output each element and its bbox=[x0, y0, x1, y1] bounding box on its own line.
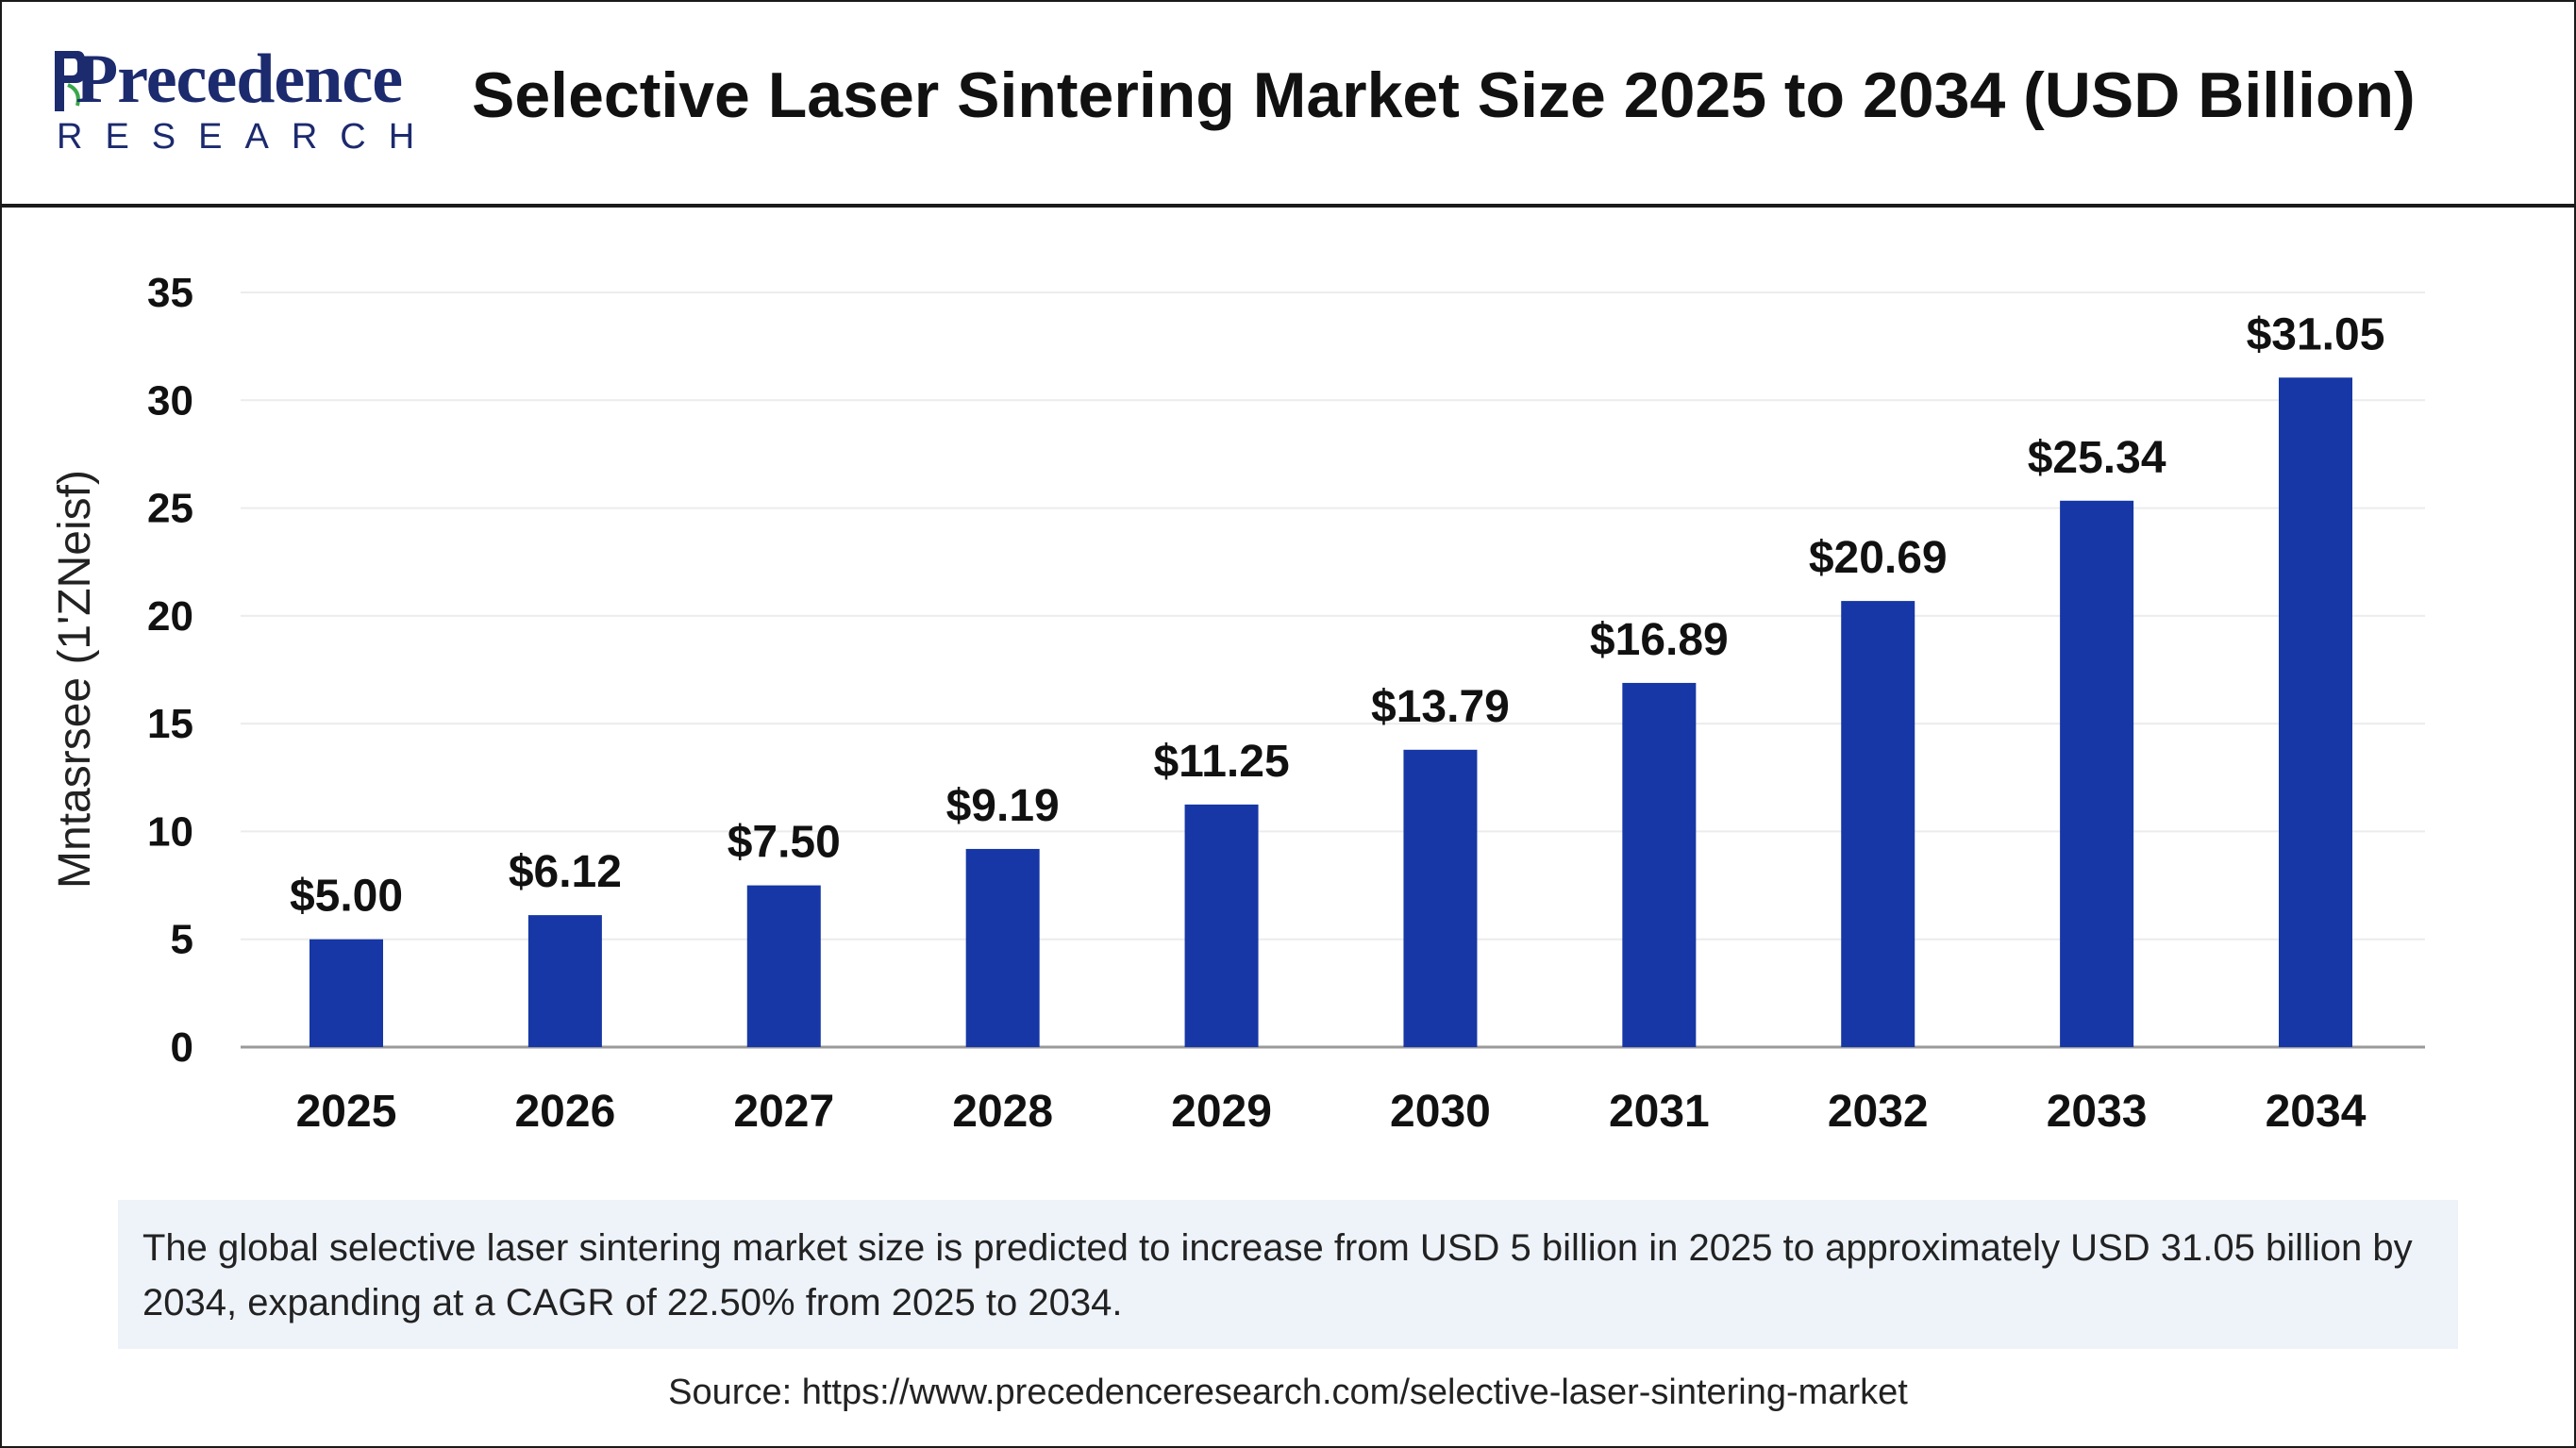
data-label: $5.00 bbox=[290, 872, 403, 922]
header: Precedence RESEARCH Selective Laser Sint… bbox=[0, 0, 2576, 208]
logo-mark-icon bbox=[55, 51, 85, 111]
x-tick-label: 2031 bbox=[1609, 1087, 1710, 1137]
data-label: $9.19 bbox=[946, 781, 1060, 831]
y-tick-label: 0 bbox=[171, 1024, 193, 1071]
summary-note: The global selective laser sintering mar… bbox=[118, 1200, 2458, 1349]
y-tick-label: 10 bbox=[147, 808, 193, 855]
y-tick-label: 25 bbox=[147, 486, 193, 532]
logo-wordmark: Precedence bbox=[75, 41, 403, 118]
x-tick-label: 2025 bbox=[296, 1087, 397, 1137]
data-label: $13.79 bbox=[1371, 682, 1510, 732]
x-tick-label: 2027 bbox=[733, 1087, 834, 1137]
y-tick-label: 5 bbox=[171, 917, 193, 963]
bar bbox=[965, 848, 1040, 1047]
bar bbox=[527, 915, 602, 1047]
bar bbox=[1622, 682, 1697, 1047]
data-label: $20.69 bbox=[1809, 533, 1948, 583]
x-tick-label: 2034 bbox=[2266, 1087, 2367, 1137]
data-label: $25.34 bbox=[2028, 433, 2166, 483]
data-label: $31.05 bbox=[2247, 309, 2385, 359]
bar bbox=[746, 885, 821, 1047]
x-tick-label: 2026 bbox=[514, 1087, 615, 1137]
y-tick-label: 30 bbox=[147, 377, 193, 424]
chart-title: Selective Laser Sintering Market Size 20… bbox=[472, 59, 2416, 131]
bar bbox=[1184, 804, 1259, 1047]
y-axis-label: Mntasrsee (1'ZNeisf) bbox=[50, 470, 100, 889]
data-label: $11.25 bbox=[1153, 737, 1289, 787]
bar bbox=[1841, 601, 1915, 1047]
x-tick-label: 2032 bbox=[1828, 1087, 1929, 1137]
bar bbox=[309, 939, 383, 1047]
bar bbox=[1403, 749, 1478, 1047]
y-tick-label: 15 bbox=[147, 701, 193, 747]
x-tick-label: 2033 bbox=[2047, 1087, 2148, 1137]
source-line: Source: https://www.precedenceresearch.c… bbox=[668, 1373, 1908, 1412]
bar bbox=[2279, 377, 2352, 1047]
y-tick-label: 35 bbox=[147, 270, 193, 316]
logo-subtitle: RESEARCH bbox=[57, 117, 438, 157]
x-tick-label: 2030 bbox=[1390, 1087, 1491, 1137]
bar bbox=[2060, 500, 2134, 1047]
data-label: $16.89 bbox=[1590, 615, 1729, 665]
data-label: $7.50 bbox=[728, 818, 841, 868]
y-tick-label: 20 bbox=[147, 593, 193, 640]
x-tick-label: 2029 bbox=[1171, 1087, 1272, 1137]
data-label: $6.12 bbox=[509, 847, 622, 897]
logo: Precedence RESEARCH bbox=[49, 40, 427, 162]
x-tick-label: 2028 bbox=[952, 1087, 1053, 1137]
